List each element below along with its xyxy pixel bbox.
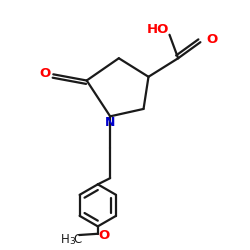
Text: H: H [61, 234, 70, 246]
Text: N: N [105, 116, 115, 129]
Text: O: O [206, 33, 217, 46]
Text: HO: HO [147, 23, 170, 36]
Text: O: O [39, 66, 50, 80]
Text: C: C [74, 234, 82, 246]
Text: 3: 3 [69, 237, 75, 246]
Text: O: O [98, 229, 110, 242]
